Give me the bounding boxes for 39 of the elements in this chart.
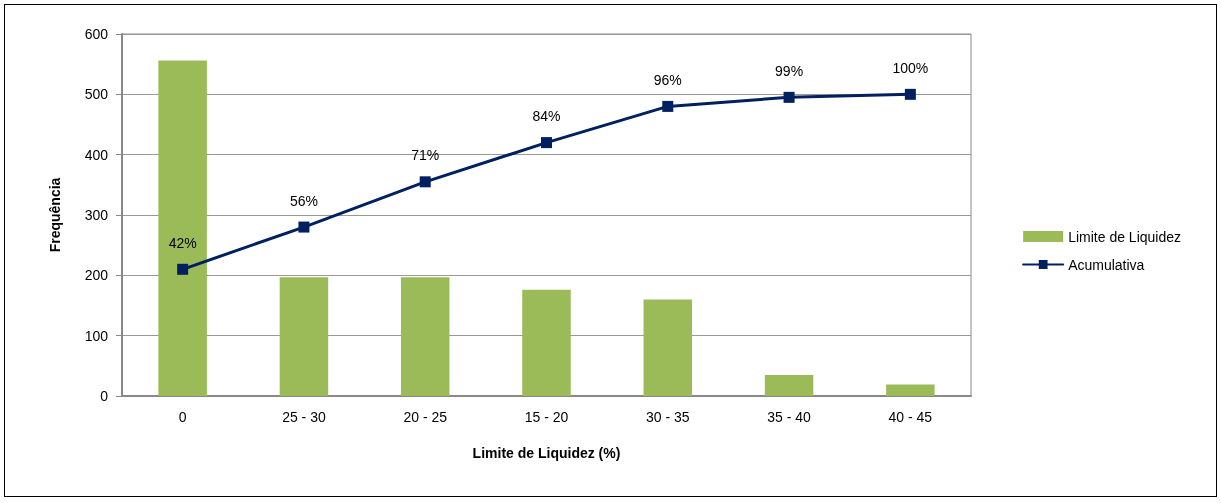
data-label: 100% <box>892 59 929 76</box>
y-tick-label: 600 <box>84 26 109 42</box>
bar <box>158 60 207 396</box>
data-label: 42% <box>168 234 197 251</box>
point <box>662 100 674 112</box>
x-tick-label: 20 - 25 <box>403 409 448 425</box>
x-tick-label: 0 <box>178 409 187 425</box>
bar <box>400 277 450 396</box>
y-tick-label: 400 <box>84 146 109 163</box>
y-tick-label: 500 <box>84 86 109 103</box>
point <box>541 137 552 149</box>
bar <box>279 277 329 396</box>
bar <box>764 374 814 396</box>
data-label: 56% <box>289 192 318 209</box>
bar <box>643 299 693 396</box>
data-label: 84% <box>532 108 561 125</box>
data-label: 96% <box>653 71 682 88</box>
data-label: 71% <box>411 147 440 164</box>
legend-label: Acumulativa <box>1068 256 1145 273</box>
x-axis-title: Limite de Liquidez (%) <box>472 445 621 461</box>
bar <box>522 289 571 396</box>
point <box>177 263 189 275</box>
x-tick-label: 25 - 30 <box>282 409 326 425</box>
x-tick-label: 35 - 40 <box>767 409 812 425</box>
y-tick-label: 200 <box>84 267 109 284</box>
x-tick-label: 15 - 20 <box>524 409 569 425</box>
data-label: 99% <box>775 62 804 79</box>
y-tick-label: 300 <box>84 207 109 223</box>
y-tick-label: 100 <box>84 327 109 344</box>
x-tick-label: 30 - 35 <box>645 409 690 425</box>
y-axis-title: Frequência <box>47 177 63 253</box>
point <box>904 88 916 100</box>
legend-label: Limite de Liquidez <box>1068 228 1182 245</box>
x-tick-label: 40 - 45 <box>888 409 933 425</box>
y-tick-label: 0 <box>100 388 109 404</box>
point <box>419 176 431 188</box>
point <box>298 221 310 233</box>
point <box>783 91 795 103</box>
bar <box>886 384 935 396</box>
